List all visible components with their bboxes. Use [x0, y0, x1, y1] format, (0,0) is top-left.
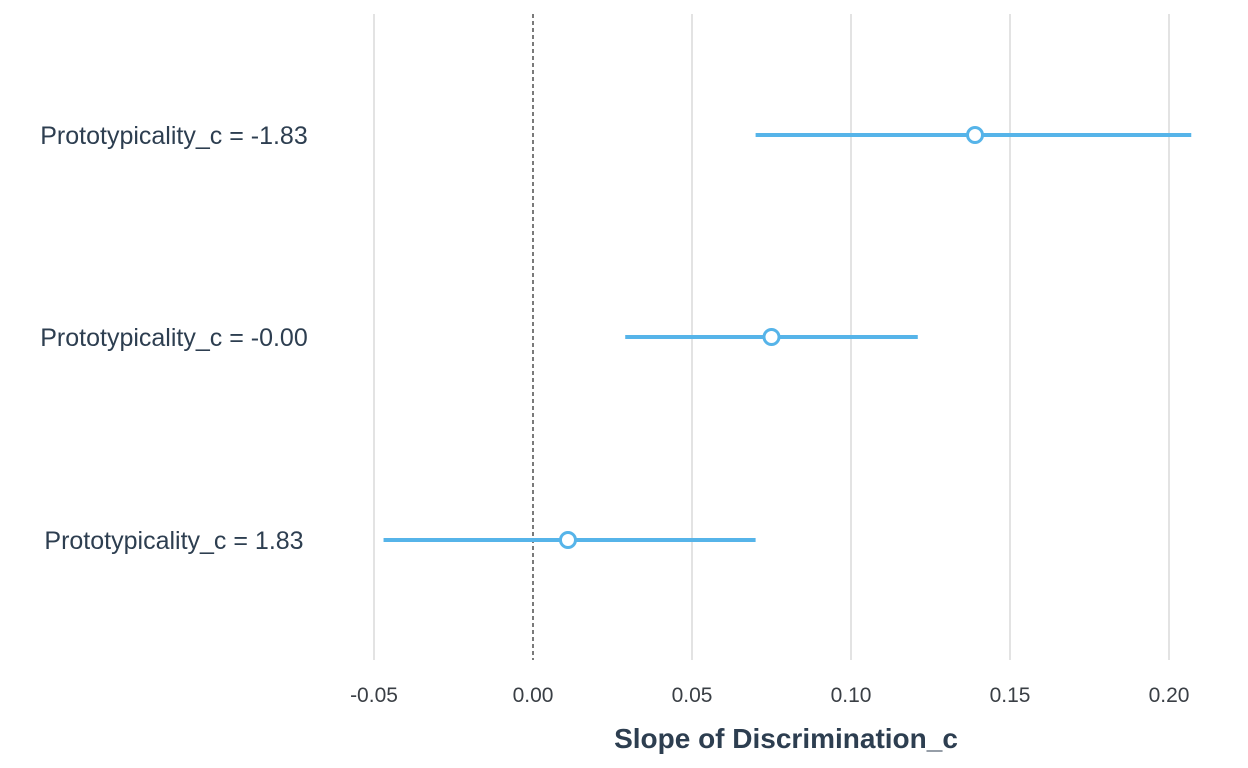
x-tick-label: 0.20: [1149, 684, 1190, 707]
estimate-point: [966, 126, 985, 144]
x-axis-title: Slope of Discrimination_c: [614, 723, 958, 754]
x-tick-label: -0.05: [350, 684, 398, 707]
x-tick-labels: -0.05 0.00 0.05 0.10 0.15 0.20: [350, 684, 1189, 707]
x-tick-label: 0.15: [990, 684, 1031, 707]
category-label: Prototypicality_c = 1.83: [44, 527, 303, 555]
x-tick-label: 0.05: [672, 684, 713, 707]
estimate-point: [762, 328, 781, 346]
confidence-intervals: [383, 133, 1192, 542]
category-labels: Prototypicality_c = -1.83 Prototypicality…: [40, 122, 308, 555]
x-tick-label: 0.10: [831, 684, 872, 707]
x-tick-label: 0.00: [513, 684, 554, 707]
point-estimates: [558, 126, 985, 549]
category-label: Prototypicality_c = -1.83: [40, 122, 308, 150]
estimate-point: [558, 531, 577, 549]
category-label: Prototypicality_c = -0.00: [40, 324, 308, 352]
